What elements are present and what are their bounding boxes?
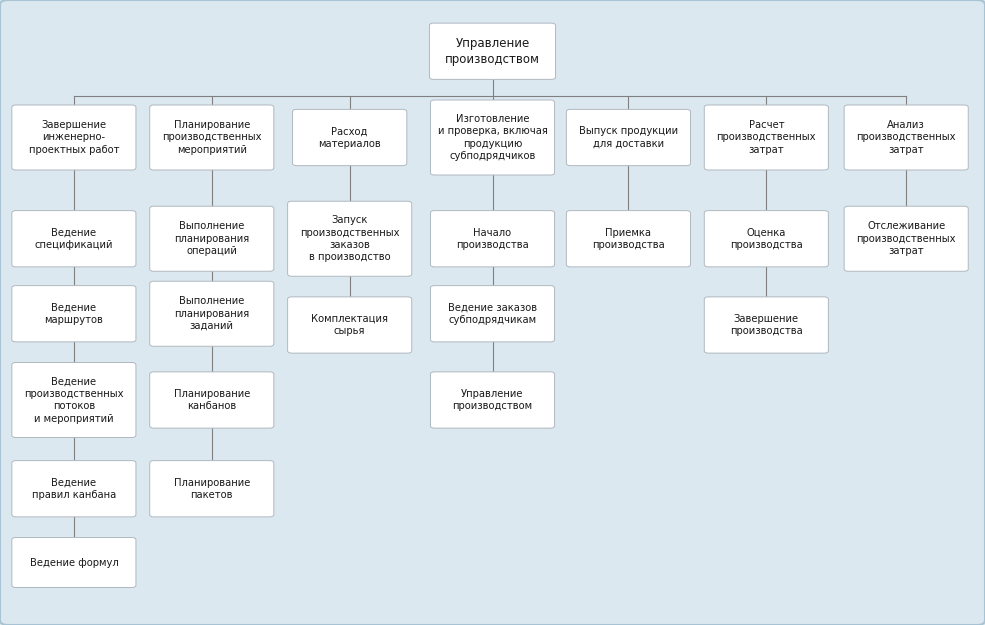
- Text: Отслеживание
производственных
затрат: Отслеживание производственных затрат: [856, 221, 956, 256]
- FancyBboxPatch shape: [430, 286, 555, 342]
- Text: Выполнение
планирования
заданий: Выполнение планирования заданий: [174, 296, 249, 331]
- Text: Ведение формул: Ведение формул: [30, 558, 118, 568]
- Text: Выпуск продукции
для доставки: Выпуск продукции для доставки: [579, 126, 678, 149]
- Text: Начало
производства: Начало производства: [456, 228, 529, 250]
- FancyBboxPatch shape: [150, 461, 274, 517]
- FancyBboxPatch shape: [704, 297, 828, 353]
- Text: Ведение заказов
субподрядчикам: Ведение заказов субподрядчикам: [448, 302, 537, 325]
- FancyBboxPatch shape: [12, 211, 136, 267]
- FancyBboxPatch shape: [704, 105, 828, 170]
- FancyBboxPatch shape: [150, 372, 274, 428]
- FancyBboxPatch shape: [430, 211, 555, 267]
- Text: Управление
производством: Управление производством: [445, 37, 540, 66]
- FancyBboxPatch shape: [12, 538, 136, 588]
- Text: Ведение
маршрутов: Ведение маршрутов: [44, 302, 103, 325]
- Text: Расчет
производственных
затрат: Расчет производственных затрат: [716, 120, 817, 155]
- Text: Ведение
спецификаций: Ведение спецификаций: [34, 228, 113, 250]
- Text: Планирование
канбанов: Планирование канбанов: [173, 389, 250, 411]
- FancyBboxPatch shape: [566, 109, 690, 166]
- FancyBboxPatch shape: [12, 362, 136, 438]
- FancyBboxPatch shape: [430, 100, 555, 175]
- Text: Завершение
инженерно-
проектных работ: Завершение инженерно- проектных работ: [29, 120, 119, 155]
- Text: Завершение
производства: Завершение производства: [730, 314, 803, 336]
- FancyBboxPatch shape: [12, 105, 136, 170]
- Text: Управление
производством: Управление производством: [452, 389, 533, 411]
- FancyBboxPatch shape: [293, 109, 407, 166]
- Text: Оценка
производства: Оценка производства: [730, 228, 803, 250]
- FancyBboxPatch shape: [150, 281, 274, 346]
- FancyBboxPatch shape: [430, 372, 555, 428]
- FancyBboxPatch shape: [150, 206, 274, 271]
- Text: Ведение
производственных
потоков
и мероприятий: Ведение производственных потоков и мероп…: [24, 376, 124, 424]
- FancyBboxPatch shape: [12, 461, 136, 517]
- FancyBboxPatch shape: [566, 211, 690, 267]
- FancyBboxPatch shape: [12, 286, 136, 342]
- FancyBboxPatch shape: [429, 23, 556, 79]
- Text: Приемка
производства: Приемка производства: [592, 228, 665, 250]
- Text: Анализ
производственных
затрат: Анализ производственных затрат: [856, 120, 956, 155]
- Text: Выполнение
планирования
операций: Выполнение планирования операций: [174, 221, 249, 256]
- Text: Изготовление
и проверка, включая
продукцию
субподрядчиков: Изготовление и проверка, включая продукц…: [437, 114, 548, 161]
- FancyBboxPatch shape: [288, 201, 412, 276]
- Text: Планирование
производственных
мероприятий: Планирование производственных мероприяти…: [162, 120, 262, 155]
- FancyBboxPatch shape: [288, 297, 412, 353]
- Text: Ведение
правил канбана: Ведение правил канбана: [32, 478, 116, 500]
- FancyBboxPatch shape: [844, 206, 968, 271]
- FancyBboxPatch shape: [844, 105, 968, 170]
- Text: Запуск
производственных
заказов
в производство: Запуск производственных заказов в произв…: [299, 215, 400, 262]
- FancyBboxPatch shape: [704, 211, 828, 267]
- Text: Планирование
пакетов: Планирование пакетов: [173, 478, 250, 500]
- FancyBboxPatch shape: [150, 105, 274, 170]
- Text: Расход
материалов: Расход материалов: [318, 126, 381, 149]
- Text: Комплектация
сырья: Комплектация сырья: [311, 314, 388, 336]
